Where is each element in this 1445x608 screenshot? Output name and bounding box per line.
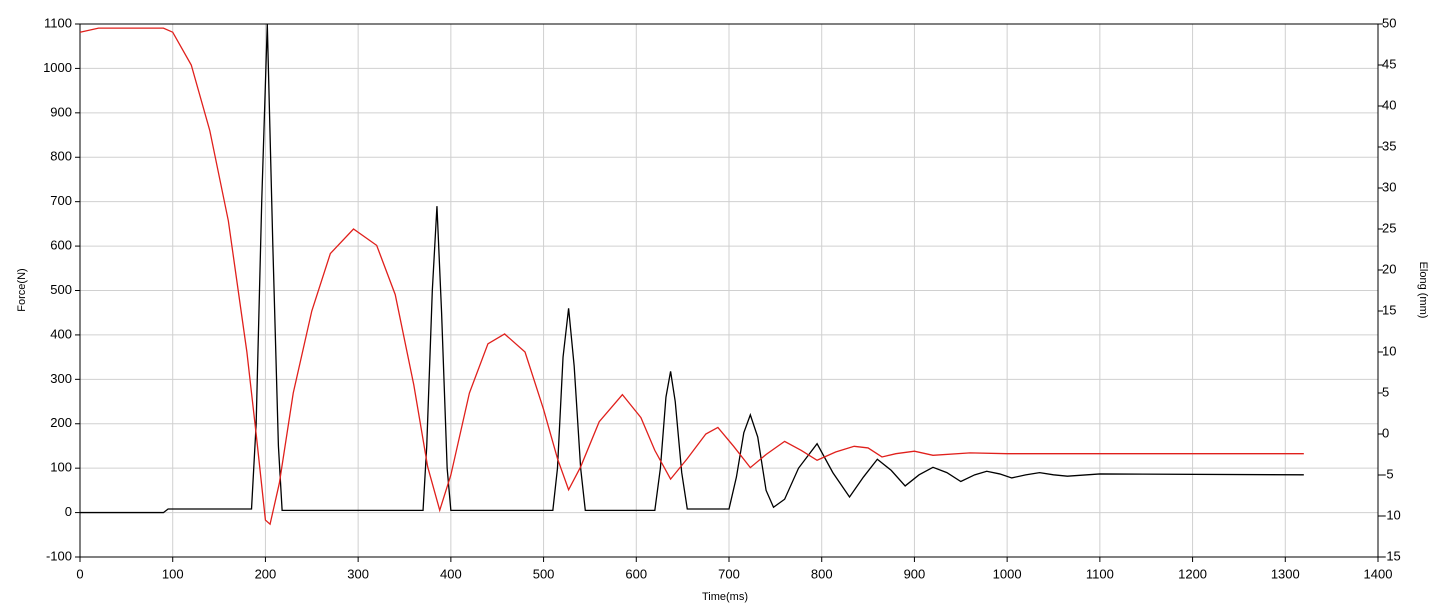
- y-tick-label: 900: [50, 104, 72, 119]
- data-line: [79, 27, 1304, 526]
- y-tick-label: 600: [50, 238, 72, 253]
- y2-tick-label: -10: [1382, 507, 1401, 522]
- x-tick-label: 1100: [1086, 566, 1114, 581]
- y2-tick-label: 0: [1382, 425, 1389, 440]
- y2-tick-label: 10: [1382, 343, 1396, 358]
- y-tick-label: 100: [50, 460, 72, 475]
- y-tick-label: 200: [50, 415, 72, 430]
- y-tick-label: 700: [50, 193, 72, 208]
- y2-tick-label: 45: [1382, 56, 1396, 71]
- y2-tick-label: 5: [1382, 384, 1389, 399]
- x-tick-label: 400: [440, 566, 462, 581]
- y-tick-label: 400: [50, 326, 72, 341]
- x-tick-label: 600: [625, 566, 647, 581]
- x-tick-label: 500: [533, 566, 555, 581]
- x-tick-label: 100: [162, 566, 184, 581]
- x-tick-label: 1200: [1178, 566, 1207, 581]
- y-tick-label: 1000: [43, 60, 72, 75]
- y-axis-label: Force(N): [16, 268, 28, 311]
- x-tick-label: 1000: [993, 566, 1022, 581]
- y2-tick-label: -5: [1382, 466, 1394, 481]
- x-tick-label: 1400: [1364, 566, 1393, 581]
- y2-tick-label: 25: [1382, 220, 1396, 235]
- x-tick-label: 300: [347, 566, 369, 581]
- y-tick-label: 1100: [44, 15, 72, 30]
- plot-frame: [79, 23, 1379, 558]
- x-tick-label: 900: [904, 566, 926, 581]
- y2-tick-label: 50: [1382, 15, 1396, 30]
- x-axis-label: Time(ms): [702, 591, 748, 603]
- y2-tick-label: 30: [1382, 179, 1396, 194]
- x-tick-label: 1300: [1271, 566, 1300, 581]
- y2-tick-label: 35: [1382, 138, 1396, 153]
- y-tick-label: 800: [50, 149, 72, 164]
- y2-tick-label: -15: [1382, 548, 1401, 563]
- x-tick-label: 700: [718, 566, 740, 581]
- data-line: [80, 23, 1304, 514]
- y2-tick-label: 20: [1382, 261, 1396, 276]
- y-tick-label: 300: [50, 371, 72, 386]
- y2-tick-label: 40: [1382, 97, 1396, 112]
- x-tick-label: 0: [76, 566, 83, 581]
- y2-tick-label: 15: [1382, 302, 1396, 317]
- y2-axis-label: Elong (mm): [1417, 262, 1429, 319]
- y-tick-label: 500: [50, 282, 72, 297]
- y-tick-label: -100: [46, 548, 72, 563]
- x-tick-label: 200: [255, 566, 277, 581]
- x-tick-label: 800: [811, 566, 833, 581]
- y-tick-label: 0: [65, 504, 72, 519]
